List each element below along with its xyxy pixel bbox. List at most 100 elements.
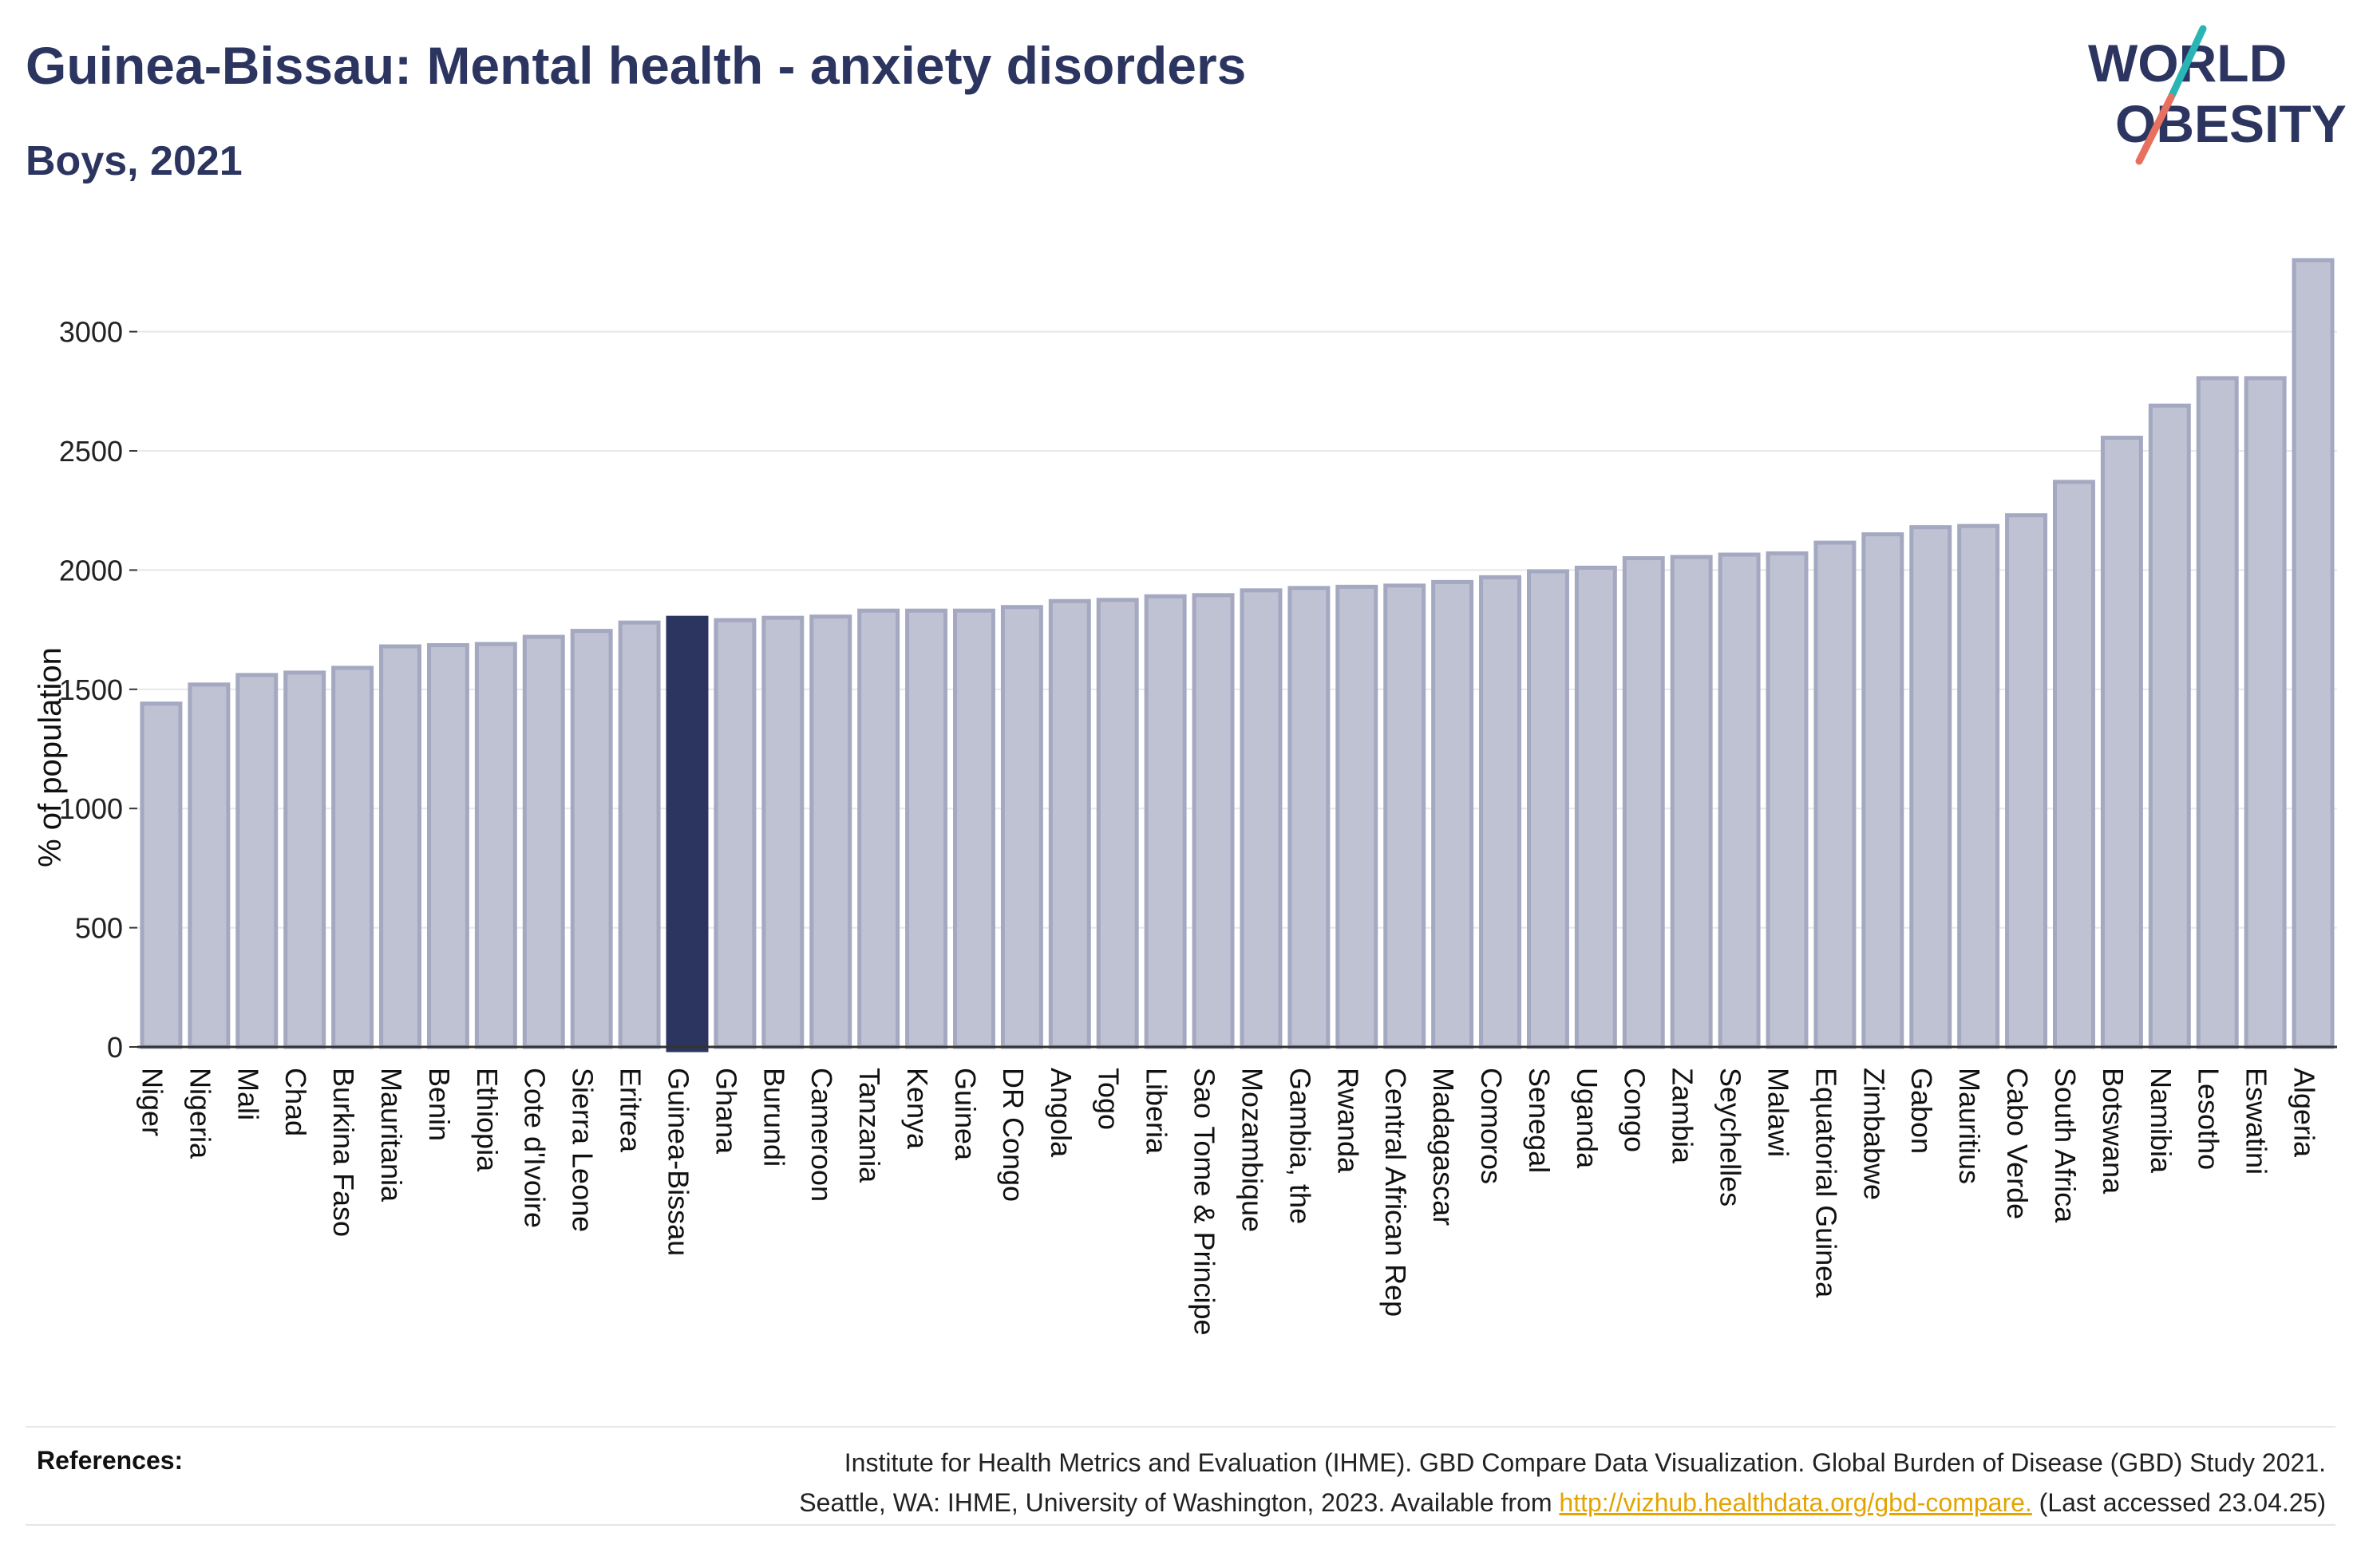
bar bbox=[1766, 551, 1809, 1049]
world-obesity-logo: WORLD OBESITY bbox=[2088, 25, 2347, 165]
bar bbox=[714, 618, 757, 1049]
y-tick-label: 1000 bbox=[59, 792, 123, 825]
x-tick-label: Lesotho bbox=[2193, 1068, 2225, 1170]
bar-highlighted bbox=[666, 615, 709, 1053]
bar bbox=[474, 642, 517, 1049]
x-tick-label: Sao Tome & Principe bbox=[1188, 1068, 1221, 1336]
bar bbox=[140, 701, 183, 1049]
x-tick-label: Burkina Faso bbox=[327, 1068, 360, 1237]
bar bbox=[2196, 376, 2239, 1049]
bar bbox=[1526, 569, 1569, 1049]
x-tick-label: Mauritius bbox=[1953, 1068, 1986, 1184]
bar bbox=[1718, 552, 1761, 1049]
bar bbox=[1335, 584, 1378, 1049]
bar bbox=[857, 608, 900, 1049]
bar bbox=[1431, 579, 1474, 1049]
bar bbox=[809, 614, 852, 1049]
x-tick-label: Mauritania bbox=[375, 1068, 408, 1203]
y-axis-label: % of population bbox=[33, 647, 68, 867]
logo-slash-coral bbox=[2135, 93, 2175, 165]
bar bbox=[618, 620, 661, 1049]
x-tick-label: Angola bbox=[1045, 1068, 1078, 1158]
x-tick-label: Madagascar bbox=[1427, 1068, 1460, 1226]
bar bbox=[1144, 594, 1187, 1049]
x-tick-label: Guinea-Bissau bbox=[662, 1068, 694, 1256]
reference-link[interactable]: http://vizhub.healthdata.org/gbd-compare… bbox=[1559, 1488, 2032, 1517]
bar bbox=[953, 608, 995, 1049]
x-tick-label: Ethiopia bbox=[471, 1068, 504, 1172]
x-tick-label: Nigeria bbox=[184, 1068, 216, 1159]
bar bbox=[2053, 480, 2095, 1049]
x-tick-label: Gambia, the bbox=[1283, 1068, 1316, 1224]
y-tick-label: 500 bbox=[75, 912, 123, 945]
x-tick-label: Namibia bbox=[2145, 1068, 2177, 1174]
bar bbox=[1240, 588, 1283, 1049]
bar bbox=[1192, 593, 1235, 1049]
bar bbox=[1861, 532, 1904, 1049]
reference-line-2-suffix: (Last accessed 23.04.25) bbox=[2031, 1488, 2326, 1517]
bar bbox=[2148, 403, 2191, 1049]
bar bbox=[2244, 376, 2287, 1049]
x-tick-label: DR Congo bbox=[997, 1068, 1030, 1202]
bar bbox=[331, 666, 374, 1049]
x-tick-label: South Africa bbox=[2049, 1068, 2082, 1223]
x-tick-label: Uganda bbox=[1571, 1068, 1604, 1169]
bar bbox=[1048, 598, 1091, 1049]
bar bbox=[1957, 523, 2000, 1049]
bar bbox=[1287, 586, 1331, 1049]
x-tick-label: Comoros bbox=[1475, 1068, 1508, 1184]
bar bbox=[570, 629, 613, 1049]
x-tick-label: Equatorial Guinea bbox=[1809, 1068, 1842, 1298]
x-tick-label: Guinea bbox=[949, 1068, 982, 1161]
x-tick-label: Cote d'Ivoire bbox=[519, 1068, 552, 1228]
logo-slash-teal bbox=[2167, 25, 2207, 101]
references-label: References: bbox=[37, 1446, 184, 1475]
x-tick-label: Eritrea bbox=[615, 1068, 647, 1153]
bar bbox=[2100, 436, 2143, 1049]
x-tick-label: Gabon bbox=[1905, 1068, 1938, 1154]
y-tick-label: 2500 bbox=[59, 435, 123, 468]
bar bbox=[1813, 540, 1857, 1049]
references-bottom-divider bbox=[26, 1524, 2335, 1526]
bar bbox=[1000, 605, 1043, 1049]
bars bbox=[140, 258, 2335, 1053]
x-tick-label: Cameroon bbox=[805, 1068, 838, 1202]
bar bbox=[2292, 258, 2335, 1049]
x-tick-label: Togo bbox=[1093, 1068, 1125, 1130]
x-tick-label: Senegal bbox=[1523, 1068, 1556, 1173]
x-tick-label: Cabo Verde bbox=[2001, 1068, 2034, 1219]
x-tick-label: Rwanda bbox=[1331, 1068, 1364, 1174]
x-tick-label: Mali bbox=[231, 1068, 264, 1120]
bar bbox=[1096, 598, 1139, 1049]
bar bbox=[522, 634, 565, 1049]
x-tick-label: Algeria bbox=[2288, 1068, 2321, 1158]
x-tick-label: Mozambique bbox=[1236, 1068, 1268, 1232]
x-tick-label: Ghana bbox=[710, 1068, 742, 1155]
x-tick-label: Niger bbox=[136, 1068, 168, 1136]
x-tick-label: Benin bbox=[423, 1068, 456, 1141]
bar bbox=[379, 644, 421, 1049]
bar-chart: 0 500 1000 1500 2000 2500 3000 Niger Nigeria Mal… bbox=[33, 258, 2337, 1336]
references-top-divider bbox=[26, 1426, 2335, 1428]
bar bbox=[1622, 555, 1665, 1049]
x-tick-label: Burundi bbox=[757, 1068, 790, 1167]
bar bbox=[2005, 513, 2048, 1049]
y-tick-label: 1500 bbox=[59, 673, 123, 706]
bar bbox=[1479, 575, 1521, 1049]
bar bbox=[426, 643, 469, 1049]
x-axis-labels: Niger Nigeria Mali Chad Burkina Faso Mauritan… bbox=[136, 1068, 2320, 1336]
x-tick-label: Chad bbox=[279, 1068, 312, 1136]
x-tick-label: Malawi bbox=[1762, 1068, 1794, 1157]
reference-line-2: Seattle, WA: IHME, University of Washing… bbox=[490, 1483, 2326, 1523]
reference-line-2-prefix: Seattle, WA: IHME, University of Washing… bbox=[799, 1488, 1560, 1517]
bar bbox=[188, 682, 231, 1049]
reference-line-1: Institute for Health Metrics and Evaluat… bbox=[844, 1448, 2326, 1477]
references-text: Institute for Health Metrics and Evaluat… bbox=[490, 1443, 2326, 1523]
chart-subtitle: Boys, 2021 bbox=[26, 138, 243, 184]
x-tick-label: Eswatini bbox=[2240, 1068, 2273, 1175]
bar bbox=[761, 615, 805, 1049]
x-tick-label: Zimbabwe bbox=[1857, 1068, 1890, 1200]
bar bbox=[283, 670, 326, 1049]
y-axis-ticks: 0 500 1000 1500 2000 2500 3000 bbox=[59, 316, 137, 1064]
bar bbox=[1670, 555, 1713, 1049]
